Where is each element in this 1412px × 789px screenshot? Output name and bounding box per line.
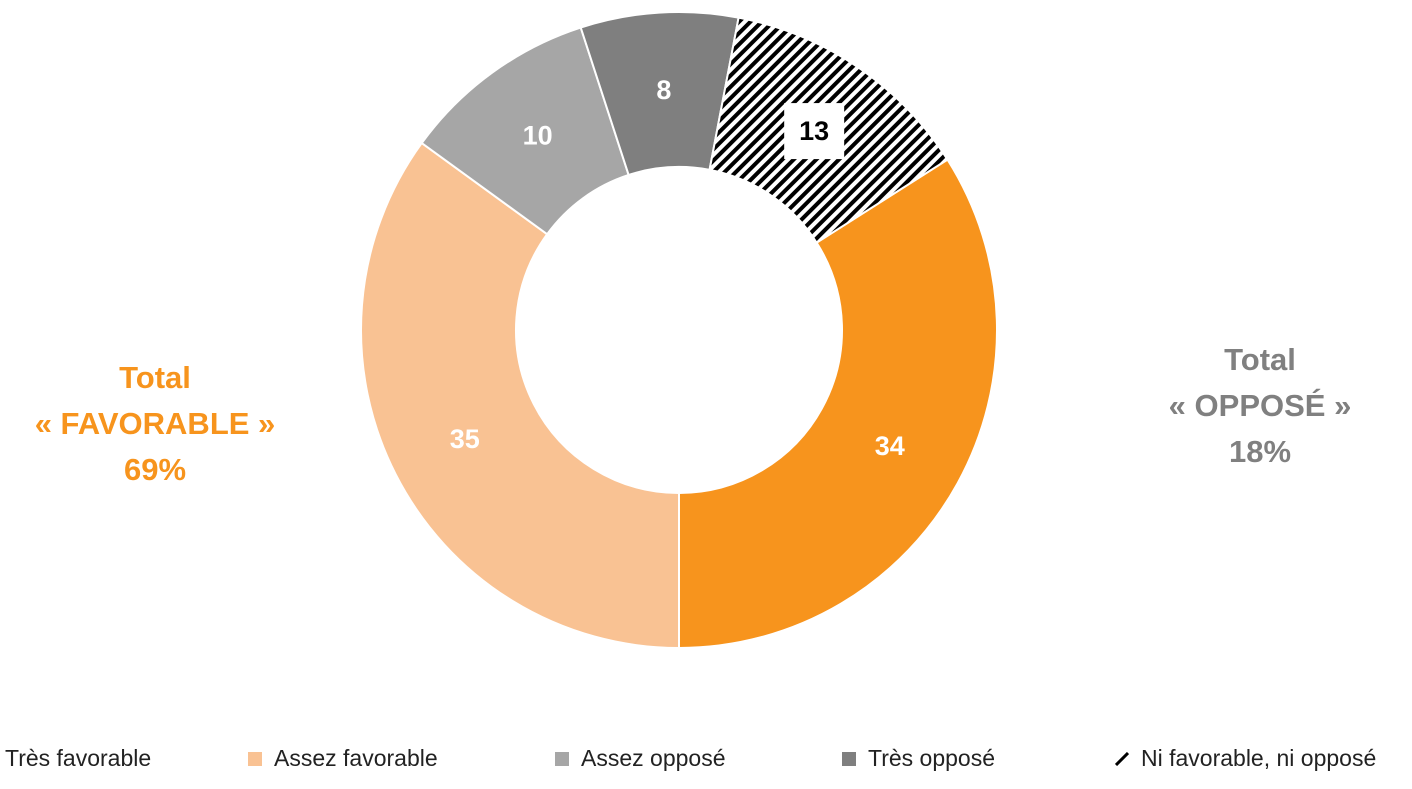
legend-swatch xyxy=(248,751,262,766)
legend-item: Ni favorable, ni opposé xyxy=(1115,745,1376,772)
legend-label: Très favorable xyxy=(5,745,152,771)
legend-label: Très opposé xyxy=(868,745,995,771)
legend-label: Ni favorable, ni opposé xyxy=(1141,745,1377,771)
legend-swatch xyxy=(555,751,569,766)
slice-value-label-5: 13 xyxy=(799,116,829,146)
legend-swatch xyxy=(1115,751,1129,766)
legend-item: Très favorable xyxy=(0,745,151,772)
legend-swatch xyxy=(842,751,856,766)
total-oppose-annotation: Total « OPPOSÉ » 18% xyxy=(1110,337,1410,475)
donut-slice-1 xyxy=(678,158,998,650)
slice-label-background xyxy=(784,103,845,160)
slice-value-label-2: 35 xyxy=(450,424,480,454)
slice-value-label-4: 8 xyxy=(656,75,671,105)
donut-slice-2 xyxy=(360,141,680,650)
total-favorable-line2: « FAVORABLE » xyxy=(34,406,276,441)
total-oppose-line2: « OPPOSÉ » xyxy=(1168,388,1352,423)
total-oppose-line3: 18% xyxy=(1228,434,1292,469)
donut-chart: 34 35 10 8 13 xyxy=(360,11,998,650)
legend-item: Très opposé xyxy=(842,745,995,772)
total-favorable-line3: 69% xyxy=(123,452,187,487)
legend-item: Assez favorable xyxy=(248,745,438,772)
legend-item: Assez opposé xyxy=(555,745,725,772)
total-favorable-line1: Total xyxy=(119,360,191,395)
slice-value-label-3: 10 xyxy=(523,120,553,150)
chart-legend: Très favorable Assez favorable Assez oppos… xyxy=(0,745,1412,789)
total-favorable-annotation: Total « FAVORABLE » 69% xyxy=(0,355,310,493)
total-oppose-line1: Total xyxy=(1224,342,1296,377)
legend-label: Assez favorable xyxy=(274,745,438,771)
legend-label: Assez opposé xyxy=(581,745,726,771)
slice-value-label-1: 34 xyxy=(875,431,905,461)
